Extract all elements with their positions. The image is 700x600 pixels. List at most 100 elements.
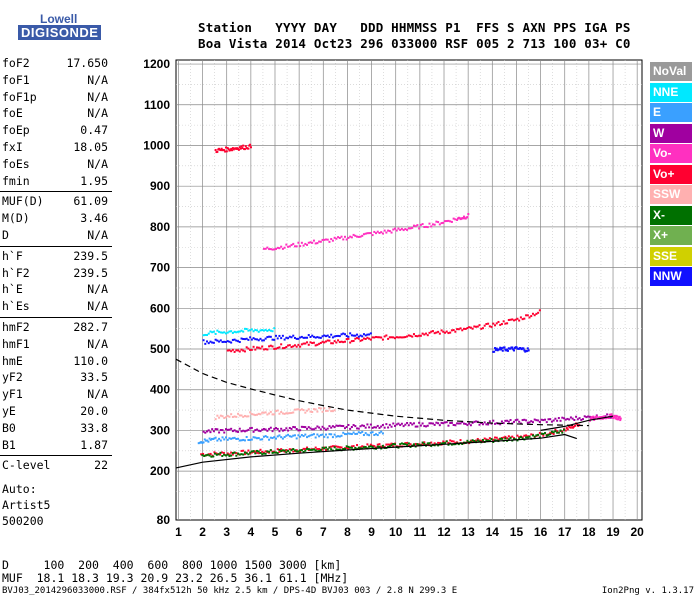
echo-point (445, 440, 448, 443)
echo-point (380, 425, 383, 428)
echo-point (238, 427, 241, 430)
echo-point (304, 433, 307, 436)
echo-point (281, 437, 284, 440)
echo-point (487, 440, 490, 443)
echo-point (269, 449, 272, 452)
echo-point (306, 336, 309, 339)
echo-point (343, 447, 346, 450)
echo-point (274, 334, 277, 337)
param-row-4: foEp 0.47 (0, 123, 108, 140)
echo-point (287, 429, 290, 432)
echo-point (202, 339, 205, 342)
echo-point (430, 422, 433, 425)
echo-point (319, 449, 322, 452)
echo-point (312, 335, 315, 338)
echo-point (507, 435, 510, 438)
param-row-21: B0 33.8 (0, 421, 108, 438)
echo-point (449, 220, 452, 223)
echo-point (366, 232, 369, 235)
echo-point (254, 328, 257, 331)
echo-point (380, 430, 383, 433)
echo-point (357, 335, 360, 338)
echo-point (333, 340, 336, 343)
echo-point (573, 425, 576, 428)
echo-point (568, 426, 571, 429)
echo-point (295, 449, 298, 452)
param-value: 61.09 (73, 194, 108, 209)
echo-point (376, 336, 379, 339)
echo-point (283, 429, 286, 432)
echo-point (485, 423, 488, 426)
echo-point (210, 455, 213, 458)
echo-point (535, 312, 538, 315)
echo-point (300, 343, 303, 346)
echo-point (466, 439, 469, 442)
echo-point (345, 445, 348, 448)
echo-point (595, 414, 598, 417)
echo-point (571, 426, 574, 429)
echo-point (264, 435, 267, 438)
echo-point (264, 348, 267, 351)
echo-point (362, 446, 365, 449)
echo-trace-7 (202, 332, 372, 345)
echo-point (361, 445, 364, 448)
echo-point (235, 437, 238, 440)
echo-point (316, 425, 319, 428)
echo-point (488, 437, 491, 440)
echo-point (309, 241, 312, 244)
echo-point (230, 147, 233, 150)
echo-point (269, 344, 272, 347)
echo-point (549, 431, 552, 434)
echo-point (266, 336, 269, 339)
echo-point (390, 231, 393, 234)
echo-point (495, 439, 498, 442)
echo-point (247, 449, 250, 452)
echo-point (523, 434, 526, 437)
echo-point (333, 409, 336, 412)
echo-point (276, 448, 279, 451)
auto-label: Auto: (2, 482, 37, 496)
echo-point (442, 422, 445, 425)
echo-point (290, 244, 293, 247)
echo-point (576, 423, 579, 426)
echo-point (609, 416, 612, 419)
echo-point (478, 423, 481, 426)
echo-point (369, 332, 372, 335)
echo-point (580, 418, 583, 421)
echo-point (378, 426, 381, 429)
echo-point (369, 232, 372, 235)
echo-trace-2 (226, 309, 541, 353)
echo-point (245, 429, 248, 432)
echo-point (480, 439, 483, 442)
echo-point (509, 318, 512, 321)
echo-point (228, 455, 231, 458)
echo-point (376, 434, 379, 437)
echo-point (368, 434, 371, 437)
echo-point (330, 448, 333, 451)
echo-point (412, 224, 415, 227)
echo-point (207, 342, 210, 345)
echo-point (373, 336, 376, 339)
echo-point (395, 336, 398, 339)
echo-point (243, 453, 246, 456)
echo-point (203, 455, 206, 458)
echo-point (247, 415, 250, 418)
echo-point (395, 423, 398, 426)
echo-point (273, 436, 276, 439)
header-row-labels: Station YYYY DAY DDD HHMMSS P1 FFS S AXN… (198, 20, 631, 35)
echo-point (538, 431, 541, 434)
param-name: foEp (2, 123, 30, 138)
echo-point (592, 416, 595, 419)
echo-point (495, 322, 498, 325)
echo-point (259, 337, 262, 340)
y-tick-label: 800 (150, 220, 170, 234)
echo-point (542, 419, 545, 422)
echo-point (312, 448, 315, 451)
echo-point (304, 242, 307, 245)
echo-point (293, 426, 296, 429)
echo-point (459, 439, 462, 442)
echo-point (222, 451, 225, 454)
echo-point (347, 447, 350, 450)
echo-point (467, 213, 470, 216)
echo-point (211, 341, 214, 344)
